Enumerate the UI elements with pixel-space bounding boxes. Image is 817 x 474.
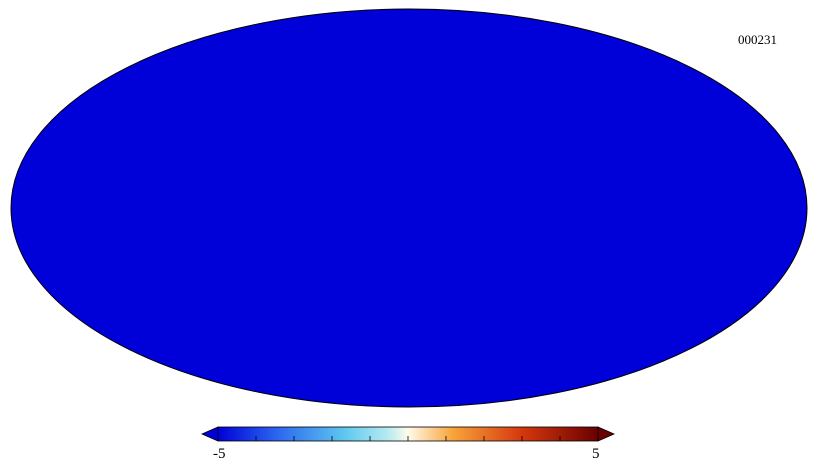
colorbar-min-extension	[201, 426, 219, 442]
colorbar	[201, 426, 615, 442]
sky-map-texture	[11, 9, 807, 407]
sky-map	[10, 8, 808, 408]
sky-map-outline	[10, 8, 808, 408]
colorbar-max-extension	[597, 426, 615, 442]
colorbar-max-label: 5	[592, 446, 600, 462]
colorbar-min-label: -5	[213, 446, 226, 462]
colorbar-ticks	[217, 436, 599, 441]
map-id-label: 000231	[738, 32, 777, 47]
